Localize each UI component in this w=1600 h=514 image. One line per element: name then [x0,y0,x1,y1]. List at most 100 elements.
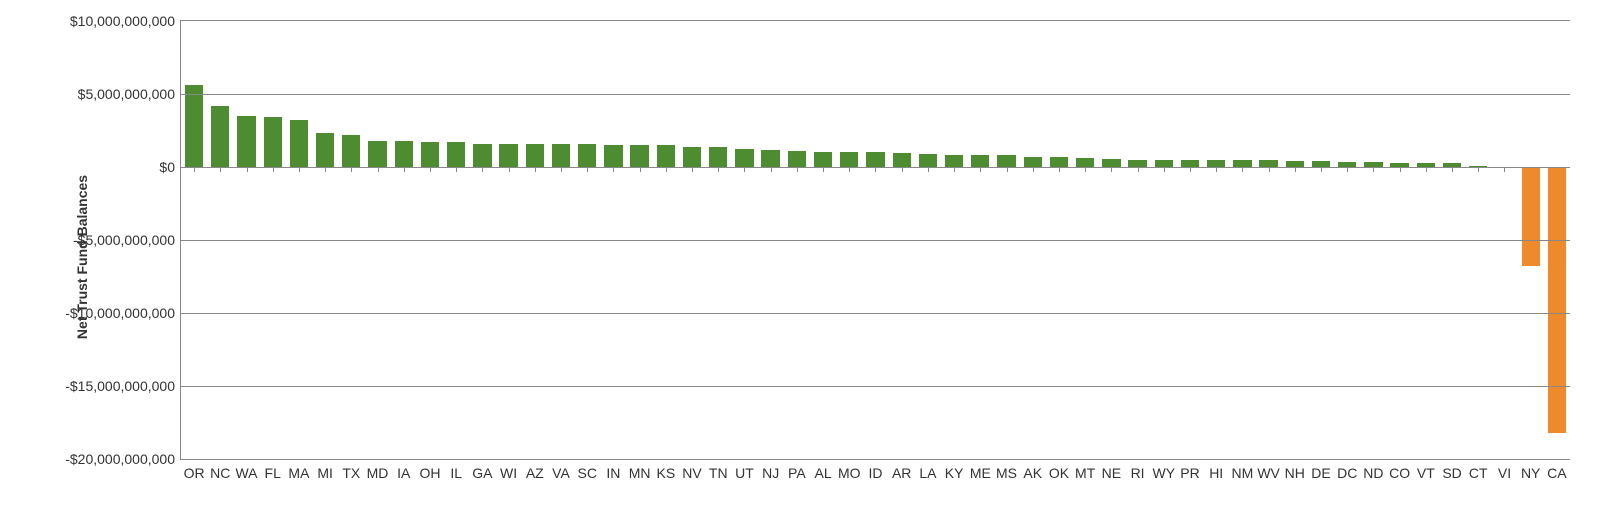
bar [604,145,622,167]
x-tick-label: AZ [526,465,544,481]
x-tick-label: WY [1152,465,1175,481]
x-tick-label: OH [419,465,440,481]
x-tick-label: GA [472,465,492,481]
x-tick-label: MN [629,465,651,481]
x-tick-label: VA [552,465,570,481]
bar [1102,159,1120,167]
x-tick-label: OR [184,465,205,481]
bar [893,153,911,167]
y-tick-label: $0 [159,159,175,175]
x-tick-label: KS [656,465,675,481]
bar [316,133,334,167]
bar [447,142,465,167]
x-tick-label: CT [1469,465,1488,481]
x-tick-label: MT [1075,465,1095,481]
x-tick-label: NY [1521,465,1540,481]
x-tick-label: NC [210,465,230,481]
bar [1024,157,1042,167]
net-trust-fund-chart: Net Trust Fund Balances ORNCWAFLMAMITXMD… [0,0,1600,514]
x-tick-label: LA [919,465,936,481]
x-tick-label: DE [1311,465,1330,481]
plot-area: ORNCWAFLMAMITXMDIAOHILGAWIAZVASCINMNKSNV… [180,20,1570,460]
bar [866,152,884,167]
bar [761,150,779,167]
bar [945,155,963,167]
x-tick-label: IL [450,465,462,481]
gridline [181,167,1570,168]
x-tick-label: IN [606,465,620,481]
x-tick-label: NE [1102,465,1121,481]
x-tick-label: TN [709,465,728,481]
bar [840,152,858,167]
x-tick-label: PR [1180,465,1199,481]
gridline [181,313,1570,314]
x-tick-label: MA [288,465,309,481]
bar [578,144,596,167]
x-tick-label: NM [1232,465,1254,481]
bar [788,151,806,167]
x-tick-label: HI [1209,465,1223,481]
x-tick-label: FL [265,465,281,481]
bar [1155,160,1173,167]
bar [814,152,832,167]
bar [264,117,282,167]
x-tick-label: MD [367,465,389,481]
x-tick-label: ME [970,465,991,481]
gridline [181,386,1570,387]
x-tick-label: VT [1417,465,1435,481]
bar [473,144,491,167]
y-tick-label: -$15,000,000,000 [65,378,175,394]
bar [395,141,413,167]
bar [499,144,517,167]
x-tick-label: WV [1257,465,1280,481]
x-tick-label: NJ [762,465,779,481]
y-tick-label: -$5,000,000,000 [73,232,175,248]
bar [1548,167,1566,433]
x-tick-label: ID [868,465,882,481]
bar [997,155,1015,167]
x-tick-label: IA [397,465,410,481]
x-tick-label: UT [735,465,754,481]
x-tick-label: AL [815,465,832,481]
gridline [181,240,1570,241]
bar [421,142,439,167]
x-tick-label: AK [1023,465,1042,481]
bar [211,106,229,167]
bar [683,147,701,167]
x-tick-label: OK [1049,465,1069,481]
bar [709,147,727,167]
x-tick-label: NV [682,465,701,481]
bar [290,120,308,167]
bar [657,145,675,167]
x-tick-label: WI [500,465,517,481]
x-tick-label: VI [1498,465,1511,481]
x-tick-label: PA [788,465,806,481]
bar [1181,160,1199,167]
x-tick-label: KY [945,465,964,481]
x-tick-label: TX [342,465,360,481]
bar [735,149,753,167]
x-tick-label: DC [1337,465,1357,481]
bar [185,85,203,167]
x-tick-label: SC [577,465,596,481]
bar [237,116,255,167]
x-tick-label: MO [838,465,861,481]
x-tick-label: SD [1442,465,1461,481]
bar [1076,158,1094,167]
y-tick-label: $5,000,000,000 [78,86,175,102]
x-tick-label: CO [1389,465,1410,481]
bar [526,144,544,167]
x-tick-label: WA [235,465,257,481]
bar [630,145,648,167]
x-tick-label: AR [892,465,911,481]
bar [919,154,937,167]
y-tick-label: -$10,000,000,000 [65,305,175,321]
x-tick-label: CA [1547,465,1566,481]
y-tick-label: -$20,000,000,000 [65,451,175,467]
x-tick-label: ND [1363,465,1383,481]
bar [342,135,360,167]
gridline [181,94,1570,95]
bar [552,144,570,167]
x-tick-label: MS [996,465,1017,481]
x-tick-label: NH [1285,465,1305,481]
